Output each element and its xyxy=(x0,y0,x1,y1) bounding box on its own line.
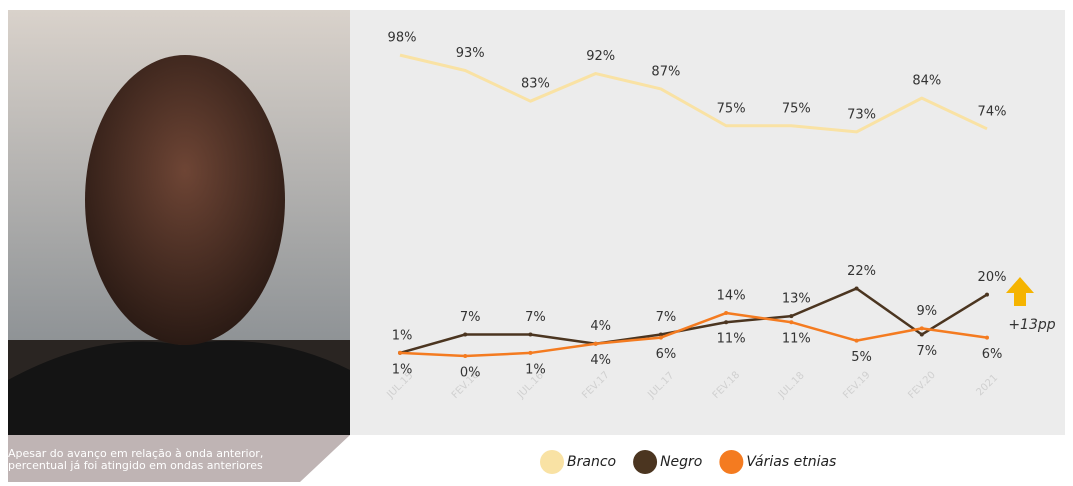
caption-box: Apesar do avanço em relação à onda anter… xyxy=(8,448,264,472)
legend-swatch xyxy=(719,450,744,474)
legend-label: Branco xyxy=(567,454,616,470)
value-label: 1% xyxy=(392,362,413,377)
value-label: 75% xyxy=(782,101,811,116)
value-label: 93% xyxy=(456,46,485,61)
point xyxy=(528,350,533,355)
series-line xyxy=(399,53,988,134)
value-label: 83% xyxy=(521,77,550,92)
point xyxy=(985,292,989,297)
value-label: 74% xyxy=(978,104,1007,119)
point xyxy=(724,320,729,325)
value-label: 7% xyxy=(460,310,481,325)
value-label: 11% xyxy=(717,332,746,347)
point xyxy=(789,320,794,325)
legend-label: Negro xyxy=(660,454,702,470)
legend-swatch xyxy=(633,450,658,474)
photo-shirt xyxy=(8,340,350,435)
point xyxy=(789,314,794,319)
value-label: 6% xyxy=(982,347,1003,362)
value-label: 9% xyxy=(916,304,937,319)
legend-label: Várias etnias xyxy=(746,454,836,470)
value-label: 7% xyxy=(525,310,546,325)
point xyxy=(985,335,989,340)
value-label: 22% xyxy=(847,264,876,279)
value-label: 1% xyxy=(392,328,413,343)
value-label: 5% xyxy=(851,350,872,365)
point xyxy=(854,338,859,343)
value-label: 7% xyxy=(656,310,677,325)
value-label: 11% xyxy=(782,332,811,347)
value-label: 75% xyxy=(717,101,746,116)
point xyxy=(919,332,924,337)
legend-swatch xyxy=(540,450,564,474)
value-label: 20% xyxy=(978,270,1007,285)
point xyxy=(658,332,663,337)
value-label: 92% xyxy=(586,49,615,64)
chart-background xyxy=(350,10,1065,435)
caption-background xyxy=(8,435,350,482)
caption: Apesar do avanço em relação à onda anter… xyxy=(8,448,264,472)
point xyxy=(854,286,859,291)
value-label: 13% xyxy=(782,292,811,307)
value-label: 6% xyxy=(656,347,677,362)
point xyxy=(463,354,468,358)
point xyxy=(724,311,729,316)
value-label: 98% xyxy=(388,31,417,46)
value-label: 7% xyxy=(916,344,937,359)
value-label: 0% xyxy=(460,366,481,381)
value-label: 4% xyxy=(590,353,611,368)
value-label: 84% xyxy=(912,74,941,89)
arrow-up xyxy=(1006,277,1034,306)
value-label: 1% xyxy=(525,362,546,377)
point xyxy=(593,341,598,346)
annotation: +13pp xyxy=(1008,317,1055,333)
series-line xyxy=(399,287,988,355)
point xyxy=(463,332,468,337)
point xyxy=(658,335,663,340)
point xyxy=(528,332,533,337)
photo-face xyxy=(85,55,285,345)
value-label: 87% xyxy=(651,64,680,79)
point xyxy=(919,326,924,331)
value-label: 4% xyxy=(590,319,611,334)
value-label: 14% xyxy=(717,289,746,304)
series-line xyxy=(399,311,988,358)
value-label: 73% xyxy=(847,107,876,122)
point xyxy=(398,350,402,355)
